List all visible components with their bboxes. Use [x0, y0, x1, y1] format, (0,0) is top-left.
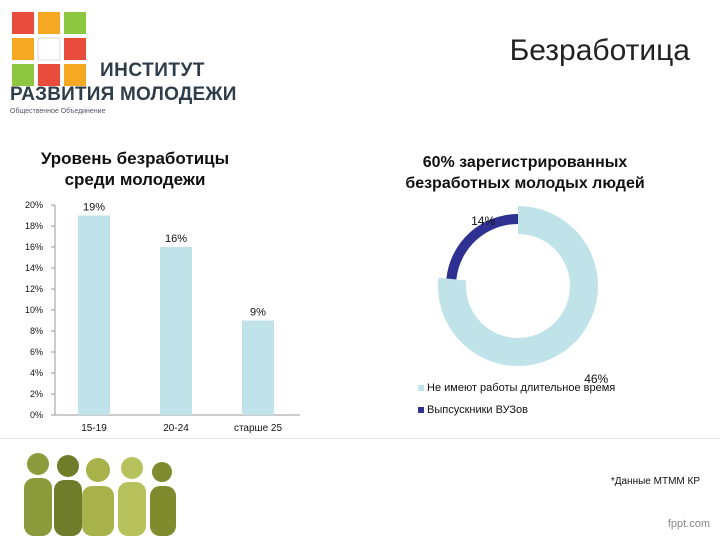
bar: [242, 320, 274, 415]
people-silhouette-icon: [24, 453, 176, 536]
footer-watermark: fppt.com: [667, 518, 710, 530]
y-tick-label: 16%: [25, 242, 43, 252]
x-tick-label: 15-19: [81, 423, 107, 434]
donut-chart-title: 60% зарегистрированных безработных молод…: [405, 154, 645, 192]
legend-item: Не имеют работы длительное время: [418, 382, 615, 394]
legend-label: Выпсускники ВУЗов: [427, 404, 528, 416]
y-tick-label: 20%: [25, 200, 43, 210]
bar: [78, 215, 110, 415]
bar-data-label: 19%: [83, 202, 105, 214]
divider: [0, 438, 720, 439]
logo-text-line2: РАЗВИТИЯ МОЛОДЕЖИ: [10, 84, 237, 105]
bar-chart: 0% 2% 4% 6% 8% 10% 12% 14% 16% 18% 20% 19% 15-19 16% 2…: [25, 200, 300, 434]
logo-text-line3: Общественное Объединение: [10, 108, 106, 115]
donut-slice: [438, 206, 598, 366]
bar-data-label: 16%: [165, 233, 187, 245]
donut-data-label: 46%: [584, 372, 608, 386]
donut-chart: 46% 14%: [438, 206, 609, 386]
donut-slice: [446, 214, 518, 280]
legend-swatch: [418, 385, 424, 391]
data-source-note: *Данные МТММ КР: [610, 476, 700, 487]
y-tick-label: 18%: [25, 221, 43, 231]
logo-cube-icon: [12, 12, 86, 86]
bar-data-label: 9%: [250, 307, 266, 319]
bar-chart-title: Уровень безработицы среди молодежи: [40, 149, 230, 189]
bar: [160, 247, 192, 415]
y-tick-label: 6%: [30, 347, 43, 357]
y-tick-label: 10%: [25, 305, 43, 315]
y-tick-label: 14%: [25, 263, 43, 273]
x-tick-label: старше 25: [234, 423, 283, 434]
y-tick-label: 8%: [30, 326, 43, 336]
donut-data-label: 14%: [471, 214, 495, 228]
legend-item: Выпсускники ВУЗов: [418, 404, 528, 416]
y-tick-label: 0%: [30, 410, 43, 420]
x-tick-label: 20-24: [163, 423, 189, 434]
legend-swatch: [418, 407, 424, 413]
slide-title: Безработица: [509, 34, 690, 67]
y-tick-label: 2%: [30, 389, 43, 399]
logo-text-line1: ИНСТИТУТ: [100, 60, 205, 81]
y-tick-label: 4%: [30, 368, 43, 378]
legend-label: Не имеют работы длительное время: [427, 382, 616, 394]
y-tick-label: 12%: [25, 284, 43, 294]
